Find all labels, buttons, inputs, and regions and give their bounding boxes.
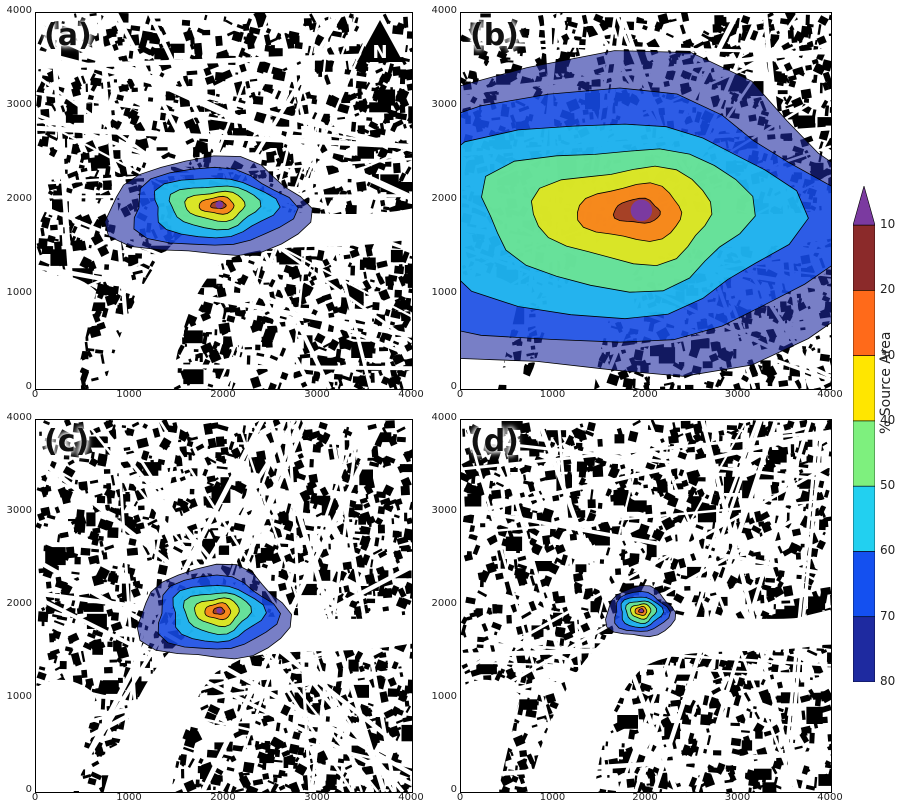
y-tick-label: 1000	[431, 691, 457, 702]
x-tick-label: 2000	[632, 792, 658, 803]
city-map	[36, 13, 412, 389]
y-tick-label: 0	[25, 381, 32, 392]
colorbar-tick-label: 30	[880, 347, 896, 362]
colorbar-title: % Source Area	[878, 331, 894, 434]
y-tick-label: 4000	[6, 5, 32, 16]
colorbar-tick-label: 80	[880, 674, 896, 688]
x-tick-label: 3000	[724, 792, 751, 803]
north-label: N	[372, 42, 387, 63]
x-tick-label: 2000	[632, 389, 658, 400]
city-map	[461, 13, 831, 389]
x-tick-label: 0	[31, 389, 39, 400]
y-tick-label: 3000	[431, 99, 457, 110]
map-plot-b	[460, 12, 832, 390]
source-area-core	[630, 199, 653, 222]
colorbar-tick-label: 10	[880, 217, 896, 232]
y-tick-label: 1000	[6, 691, 32, 702]
x-tick-label: 4000	[817, 792, 843, 803]
x-tick-label: 1000	[539, 792, 566, 803]
x-tick-label: 3000	[304, 389, 330, 400]
x-tick-label: 0	[456, 792, 464, 803]
colorbar-segment	[853, 355, 875, 422]
source-area-core	[639, 609, 643, 613]
city-map	[461, 420, 831, 792]
panel-label: (a)	[44, 18, 92, 53]
y-tick-label: 2000	[431, 193, 457, 204]
colorbar-segment	[853, 420, 875, 487]
colorbar	[853, 186, 875, 682]
x-tick-label: 3000	[724, 389, 751, 400]
y-tick-label: 1000	[6, 287, 32, 298]
x-tick-label: 4000	[817, 389, 843, 400]
x-tick-label: 1000	[116, 792, 142, 803]
x-tick-label: 1000	[116, 389, 142, 400]
x-tick-label: 4000	[398, 389, 424, 400]
y-tick-label: 2000	[431, 598, 457, 609]
map-plot-c	[35, 419, 413, 793]
y-tick-label: 2000	[6, 598, 32, 609]
x-tick-label: 4000	[398, 792, 424, 803]
y-tick-label: 4000	[431, 5, 457, 16]
source-area-core	[215, 201, 224, 209]
source-area-core	[216, 607, 223, 614]
colorbar-tick-label: 70	[880, 608, 896, 623]
y-tick-label: 0	[450, 381, 457, 392]
colorbar-segment	[853, 485, 875, 552]
y-tick-label: 2000	[6, 193, 32, 204]
map-plot-a	[35, 12, 413, 390]
y-tick-label: 0	[25, 784, 32, 795]
colorbar-segment	[853, 616, 875, 682]
colorbar-tick-label: 40	[880, 412, 896, 427]
colorbar-tick-label: 50	[880, 478, 896, 493]
colorbar-extend-arrow	[853, 186, 875, 226]
north-arrow-icon: N	[355, 18, 405, 64]
y-tick-label: 4000	[6, 412, 32, 423]
x-tick-label: 1000	[539, 389, 566, 400]
city-map	[36, 420, 412, 792]
y-tick-label: 4000	[431, 412, 457, 423]
y-tick-label: 1000	[431, 287, 457, 298]
y-tick-label: 3000	[6, 505, 32, 516]
colorbar-tick-label: 20	[880, 282, 896, 297]
x-tick-label: 0	[31, 792, 39, 803]
y-tick-label: 3000	[6, 99, 32, 110]
colorbar-segment	[853, 224, 875, 291]
x-tick-label: 2000	[210, 792, 236, 803]
map-plot-d	[460, 419, 832, 793]
y-tick-label: 0	[450, 784, 457, 795]
panel-label: (b)	[470, 18, 519, 53]
colorbar-segment	[853, 290, 875, 356]
colorbar-segment	[853, 551, 875, 618]
x-tick-label: 2000	[210, 389, 236, 400]
panel-label: (c)	[44, 424, 90, 459]
panel-label: (d)	[470, 424, 519, 459]
colorbar-tick-label: 60	[880, 543, 896, 558]
x-tick-label: 0	[456, 389, 464, 400]
y-tick-label: 3000	[431, 505, 457, 516]
x-tick-label: 3000	[304, 792, 330, 803]
